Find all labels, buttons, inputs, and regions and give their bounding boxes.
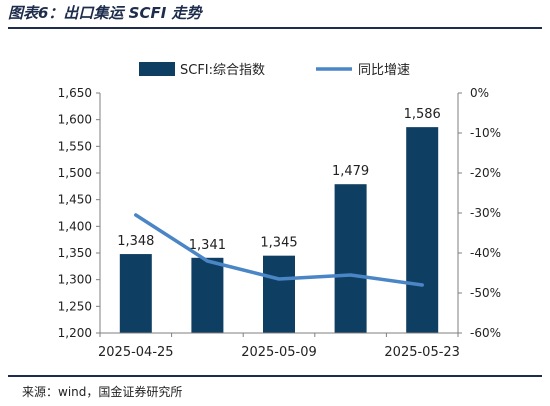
y-right-tick-label: 0%: [470, 86, 489, 100]
bar: [263, 255, 295, 333]
source-note: 来源：wind，国金证券研究所: [22, 385, 183, 399]
y-left-tick-label: 1,450: [58, 193, 92, 207]
y-left-tick-label: 1,300: [58, 273, 92, 287]
y-right-tick-label: -10%: [470, 126, 501, 140]
y-right-tick-label: -40%: [470, 246, 501, 260]
bar-data-label: 1,348: [117, 234, 154, 249]
bar: [191, 257, 224, 333]
bar-data-labels: 1,348 1,341 1,345 1,479 1,586: [117, 107, 441, 253]
bar: [406, 127, 439, 333]
x-tick-label: 2025-04-25: [98, 345, 174, 360]
x-tick-label: 2025-05-23: [384, 345, 460, 360]
y-right-tick-label: -50%: [470, 286, 501, 300]
legend-bar-label: SCFI:综合指数: [180, 63, 265, 78]
y-left-tick-label: 1,350: [58, 246, 92, 260]
y-right-tick-label: -20%: [470, 166, 501, 180]
figure-title: 图表6：出口集运 SCFI 走势: [8, 4, 202, 22]
y-right-tick-label: -60%: [470, 326, 501, 340]
title-rule: [8, 27, 542, 29]
bar-data-label: 1,586: [404, 107, 441, 122]
bar-data-label: 1,479: [332, 164, 369, 179]
y-left-tick-label: 1,650: [58, 86, 92, 100]
bar-data-label: 1,345: [260, 236, 297, 251]
y-left-tick-label: 1,550: [58, 139, 92, 153]
y-axis-left: 1,200 1,250 1,300 1,350 1,400 1,450 1,500 1,550…: [58, 86, 101, 340]
y-right-tick-label: -30%: [470, 206, 501, 220]
y-left-tick-label: 1,400: [58, 219, 92, 233]
bar-series: [119, 127, 439, 333]
y-left-tick-label: 1,600: [58, 113, 92, 127]
bar: [119, 254, 152, 333]
legend-line-label: 同比增速: [358, 63, 410, 78]
y-left-tick-label: 1,250: [58, 299, 92, 313]
bar: [334, 184, 367, 333]
y-left-tick-label: 1,200: [58, 326, 92, 340]
y-axis-right: 0% -10% -20% -30% -40% -50% -60%: [457, 86, 501, 340]
x-axis: 2025-04-25 2025-05-09 2025-05-23: [98, 332, 460, 360]
footer-rule: [8, 375, 542, 377]
line-series: [134, 213, 424, 287]
x-tick-label: 2025-05-09: [241, 345, 317, 360]
y-left-tick-label: 1,500: [58, 166, 92, 180]
bar-data-label: 1,341: [189, 238, 226, 253]
legend-bar-swatch: [139, 62, 175, 76]
legend: SCFI:综合指数 同比增速: [139, 62, 410, 78]
